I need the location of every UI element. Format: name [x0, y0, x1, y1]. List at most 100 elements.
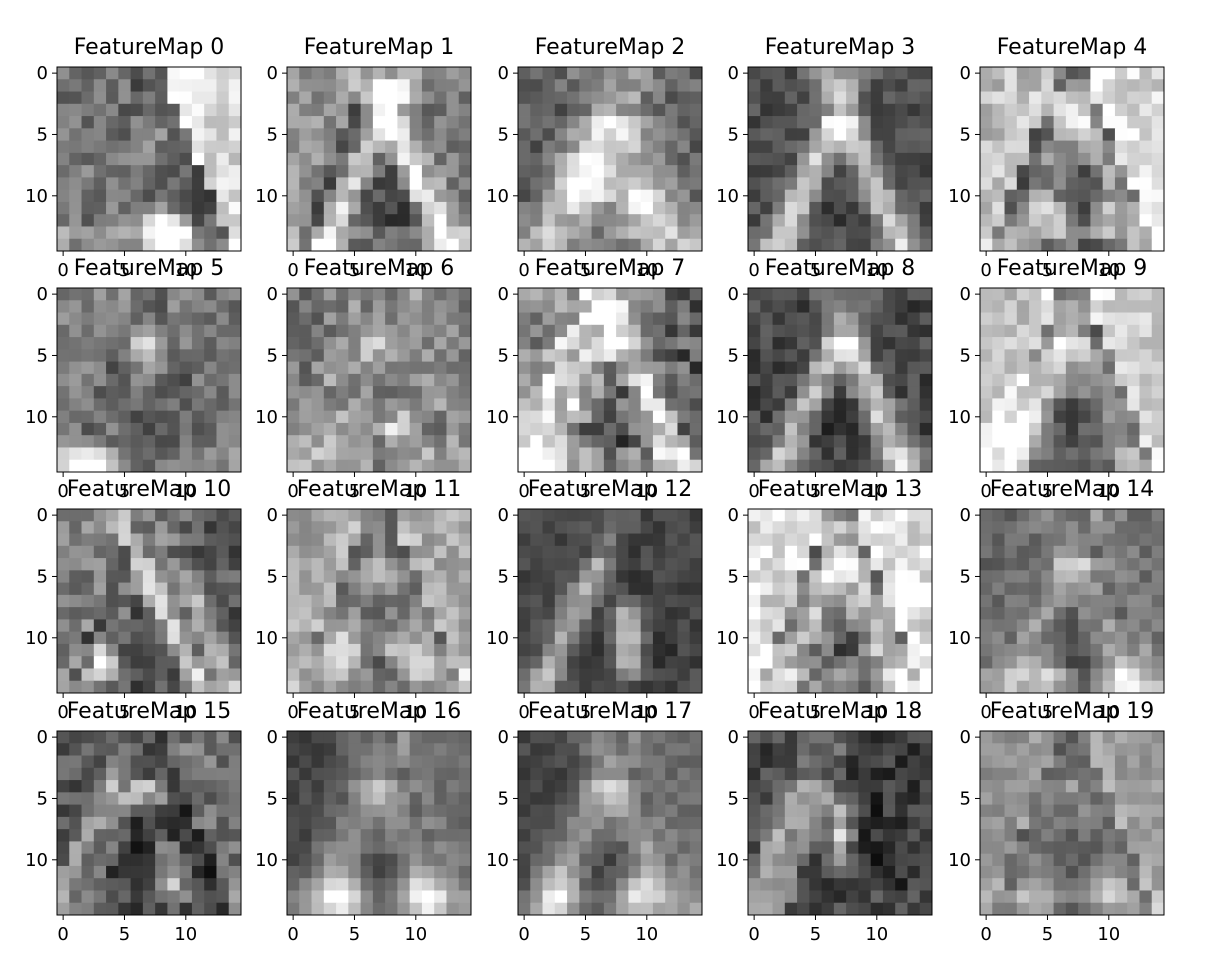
heatmap-cell [846, 755, 859, 769]
heatmap-cell [530, 312, 543, 326]
heatmap-cell [833, 829, 847, 842]
heatmap-cell [167, 558, 181, 571]
heatmap-cell [1127, 422, 1140, 436]
heatmap-cell [858, 103, 872, 117]
heatmap-cells [57, 67, 242, 252]
heatmap-cell [434, 288, 447, 301]
heatmap-cell [81, 447, 95, 461]
heatmap-cell [821, 890, 835, 904]
heatmap-cell [191, 902, 205, 916]
heatmap-cell [1078, 361, 1091, 375]
heatmap-cell [106, 116, 119, 129]
heatmap-cell [191, 804, 205, 818]
heatmap-cell [167, 731, 181, 744]
heatmap-cell [409, 214, 423, 227]
heatmap-cell [57, 116, 70, 129]
heatmap-cell [591, 214, 605, 227]
heatmap-cell [81, 238, 95, 252]
heatmap-cell [57, 619, 70, 633]
heatmap-cell [518, 337, 531, 350]
heatmap-cell [1102, 459, 1116, 473]
heatmap-cell [167, 337, 181, 350]
heatmap-cell [446, 165, 460, 178]
heatmap-cell [299, 300, 312, 313]
heatmap-cell [1004, 890, 1018, 904]
heatmap-cell [118, 521, 131, 534]
heatmap-cell [348, 890, 361, 904]
heatmap-cell [106, 755, 119, 769]
heatmap-cell [1102, 816, 1116, 830]
heatmap-cell [567, 312, 580, 326]
heatmap-cell [980, 545, 993, 559]
axes-frame [747, 730, 933, 916]
heatmap-cell [1151, 361, 1165, 375]
heatmap-cell [1139, 324, 1153, 338]
heatmap-cell [603, 521, 617, 534]
heatmap-cell [1004, 680, 1018, 694]
heatmap-cell [458, 128, 472, 141]
heatmap-cell [665, 841, 678, 855]
heatmap-cell [530, 902, 543, 916]
heatmap-cell [858, 447, 872, 461]
heatmap-cell [518, 865, 531, 879]
x-tick-label: 5 [119, 924, 130, 945]
heatmap-cell [311, 373, 325, 387]
heatmap-cell [797, 79, 810, 92]
heatmap-cell [628, 189, 642, 203]
panel-title: FeatureMap 3 [765, 35, 916, 60]
heatmap-cell [1016, 743, 1030, 756]
heatmap-cell [518, 668, 531, 682]
heatmap-cell [385, 841, 398, 855]
heatmap-cell [760, 533, 773, 547]
heatmap-cell [846, 656, 859, 669]
heatmap-cell [446, 816, 460, 830]
heatmap-cell [372, 619, 386, 633]
heatmap-cell [895, 165, 908, 178]
heatmap-cell [603, 140, 617, 154]
heatmap-cell [142, 165, 156, 178]
heatmap-cell [409, 91, 423, 105]
heatmap-cell [458, 140, 472, 154]
heatmap-cell [228, 619, 242, 633]
heatmap-cell [311, 570, 325, 583]
heatmap-cell [542, 103, 556, 117]
heatmap-cell [57, 398, 70, 412]
heatmap-cell [677, 410, 691, 424]
heatmap-cell [579, 312, 592, 326]
heatmap-cell [323, 288, 337, 301]
heatmap-cell [323, 607, 337, 620]
heatmap-cell [616, 816, 629, 830]
heatmap-cell [784, 140, 798, 154]
heatmap-cell [518, 558, 531, 571]
heatmap-cell [821, 816, 835, 830]
heatmap-cell [1053, 619, 1067, 633]
heatmap-cell [846, 288, 859, 301]
heatmap-cell [665, 829, 678, 842]
heatmap-cell [1053, 140, 1067, 154]
heatmap-cells [287, 67, 472, 252]
heatmap-cell [665, 300, 678, 313]
heatmap-cell [228, 607, 242, 620]
heatmap-cell [797, 312, 810, 326]
y-tick-label: 5 [960, 124, 971, 145]
heatmap-cell [1078, 619, 1091, 633]
heatmap-cell [57, 792, 70, 805]
heatmap-cell [287, 607, 300, 620]
heatmap-cell [1139, 767, 1153, 781]
heatmap-cell [833, 103, 847, 117]
heatmap-cell [907, 890, 921, 904]
heatmap-cell [640, 128, 654, 141]
heatmap-cell [579, 755, 592, 769]
heatmap-cell [1127, 853, 1140, 867]
heatmap-cell [385, 594, 398, 608]
heatmap-cell [760, 226, 773, 240]
heatmap-cell [882, 607, 896, 620]
heatmap-cell [323, 619, 337, 633]
heatmap-cell [809, 447, 822, 461]
heatmap-cell [106, 509, 119, 522]
heatmap-cell [665, 582, 678, 596]
heatmap-cell [772, 201, 786, 215]
heatmap-cell [287, 300, 300, 313]
heatmap-cell [579, 152, 592, 166]
